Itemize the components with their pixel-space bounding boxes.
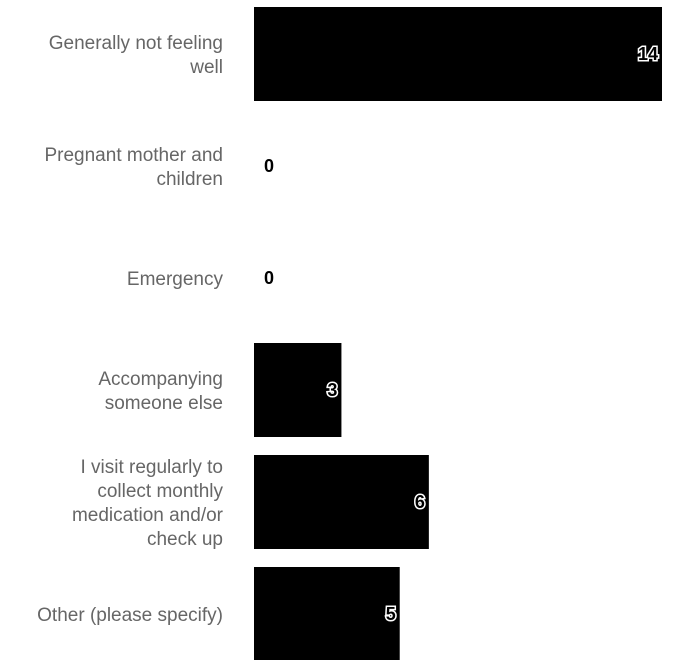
category-label-line: Other (please specify) [37, 605, 223, 626]
category-label-line: Pregnant mother and [44, 145, 223, 166]
category-label-4: I visit regularly to collect monthly medic… [72, 457, 224, 550]
category-label-line: well [189, 57, 223, 78]
category-label-line: collect monthly [97, 481, 223, 502]
category-label-0: Generally not feeling well [49, 33, 223, 78]
category-label-line: check up [147, 529, 223, 550]
value-label-3: 3 [327, 380, 337, 400]
category-label-line: Generally not feeling [49, 33, 223, 54]
category-label-line: Emergency [127, 269, 224, 290]
value-label-4: 6 [415, 492, 425, 512]
category-label-line: someone else [105, 393, 223, 414]
bar-0 [254, 7, 662, 101]
bar-3 [254, 343, 342, 437]
value-label-5: 5 [386, 604, 396, 624]
value-label-0: 14 [638, 44, 658, 64]
category-label-3: Accompanying someone else [98, 369, 223, 414]
value-label-1: 0 [264, 156, 274, 176]
category-label-line: children [156, 169, 223, 190]
category-label-line: Accompanying [98, 369, 223, 390]
bar-5 [254, 567, 400, 661]
category-label-2: Emergency [127, 269, 224, 290]
category-label-1: Pregnant mother and children [44, 145, 223, 190]
category-label-line: medication and/or [72, 505, 224, 526]
category-label-line: I visit regularly to [80, 457, 223, 478]
bar-4 [254, 455, 429, 549]
category-label-5: Other (please specify) [37, 605, 223, 626]
value-label-2: 0 [264, 268, 274, 288]
